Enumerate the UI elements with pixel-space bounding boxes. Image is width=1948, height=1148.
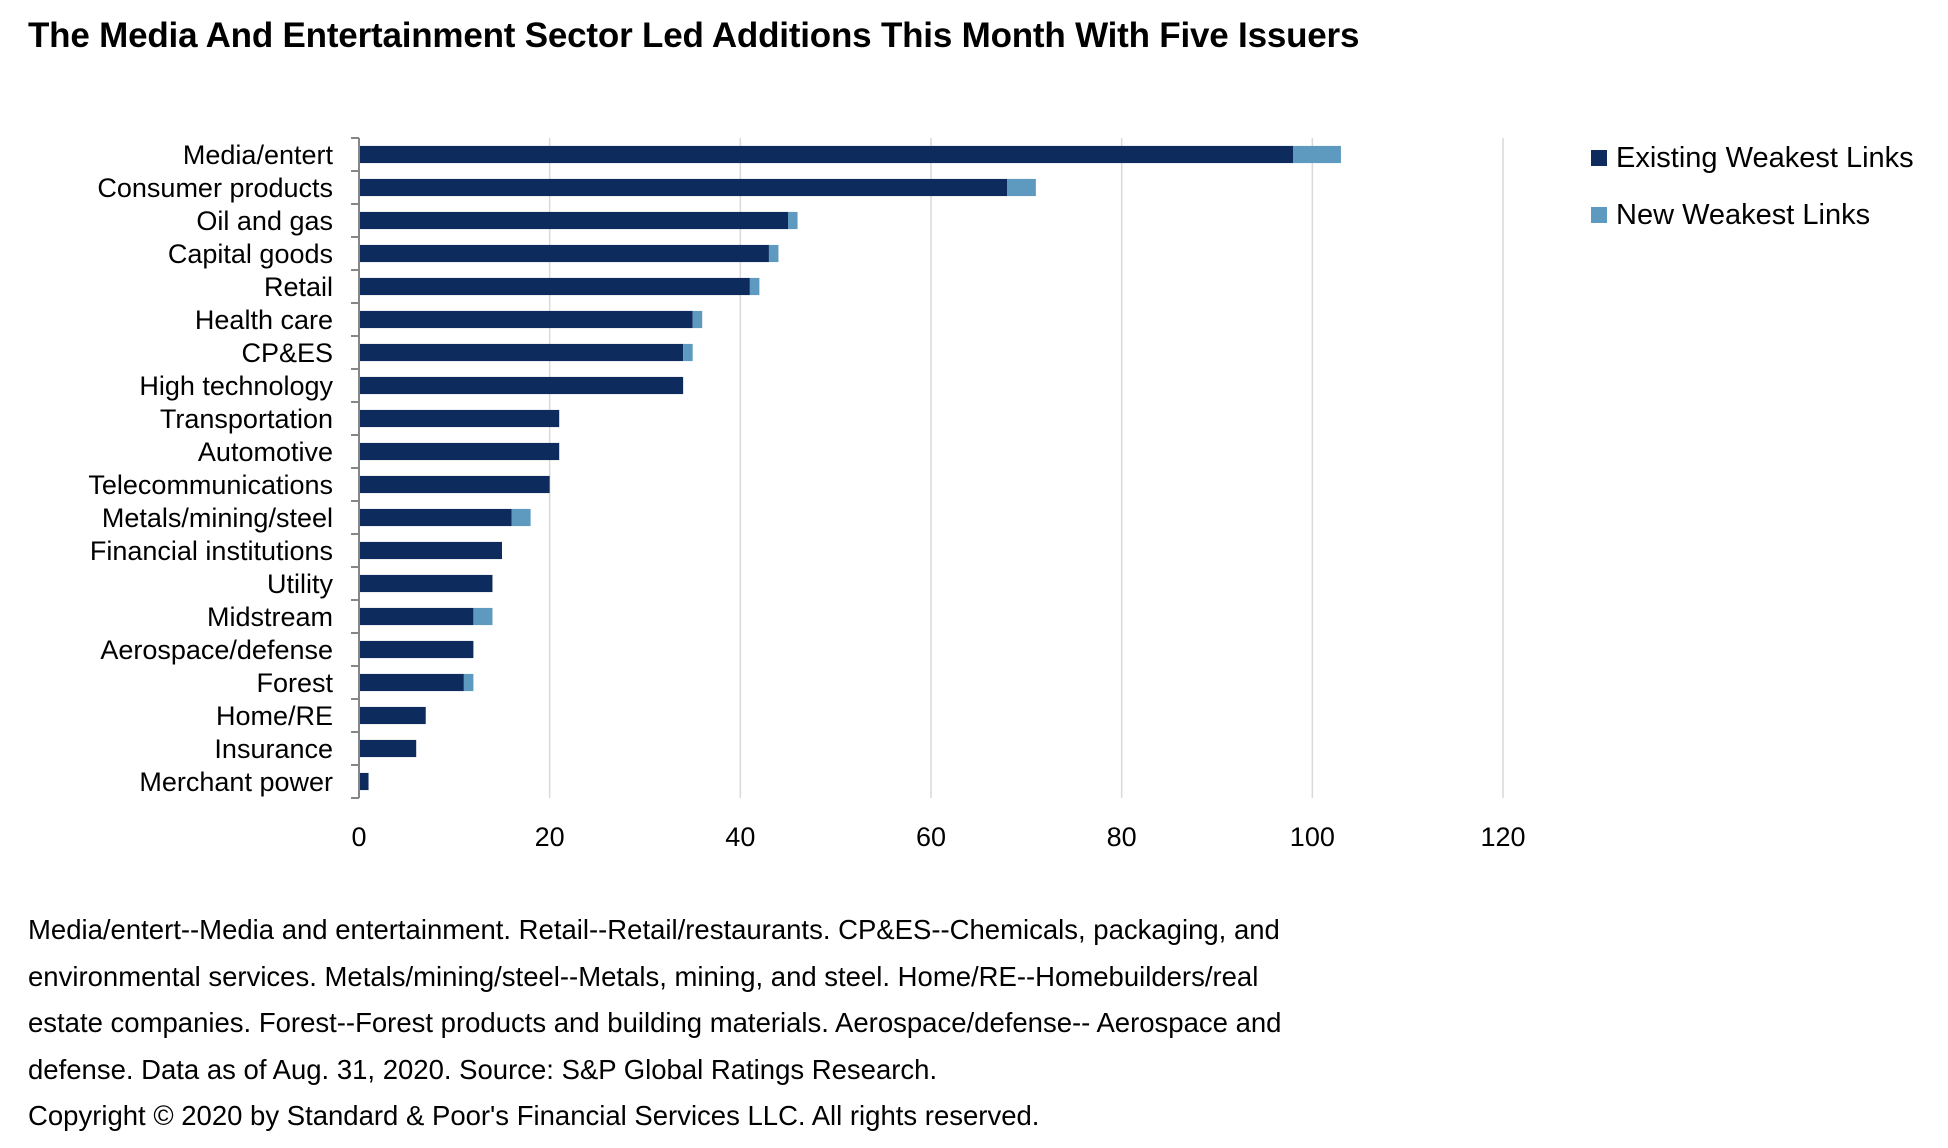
chart-title: The Media And Entertainment Sector Led A… bbox=[28, 16, 1360, 55]
bar-existing bbox=[359, 607, 474, 626]
bar-existing bbox=[359, 673, 464, 692]
bar-existing bbox=[359, 640, 474, 659]
bar-existing bbox=[359, 475, 550, 494]
footnote-line: environmental services. Metals/mining/st… bbox=[28, 960, 1259, 992]
bar-existing bbox=[359, 211, 788, 230]
x-tick-label: 80 bbox=[1107, 822, 1137, 852]
category-label: Metals/mining/steel bbox=[102, 503, 333, 533]
bar-existing bbox=[359, 574, 493, 593]
bar-existing bbox=[359, 442, 560, 461]
category-label: Utility bbox=[267, 569, 333, 599]
category-label: Oil and gas bbox=[196, 206, 333, 236]
legend: Existing Weakest Links New Weakest Links bbox=[1591, 141, 1914, 258]
bar-existing bbox=[359, 706, 426, 725]
footnote-line: defense. Data as of Aug. 31, 2020. Sourc… bbox=[28, 1053, 938, 1085]
category-label: CP&ES bbox=[241, 338, 333, 368]
bar-new bbox=[768, 244, 779, 263]
bar-existing bbox=[359, 541, 502, 560]
category-label: Capital goods bbox=[168, 239, 333, 269]
copyright-line: Copyright © 2020 by Standard & Poor's Fi… bbox=[28, 1100, 1040, 1131]
bar-existing bbox=[359, 409, 560, 428]
legend-swatch-new bbox=[1591, 207, 1607, 223]
category-label: Consumer products bbox=[97, 173, 333, 203]
category-label: Insurance bbox=[214, 734, 333, 764]
gridlines bbox=[548, 138, 1504, 798]
category-label: High technology bbox=[139, 371, 333, 401]
bar-new bbox=[511, 508, 531, 527]
y-axis bbox=[351, 137, 360, 799]
category-label: Transportation bbox=[160, 404, 333, 434]
bar-existing bbox=[359, 343, 684, 362]
x-tick-label: 20 bbox=[535, 822, 565, 852]
bars bbox=[359, 145, 1341, 791]
bar-existing bbox=[359, 244, 769, 263]
bar-new bbox=[692, 310, 703, 329]
bar-new bbox=[683, 343, 693, 362]
bar-existing bbox=[359, 277, 750, 296]
category-label: Midstream bbox=[207, 602, 333, 632]
footnote: Media/entert--Media and entertainment. R… bbox=[28, 907, 1508, 1140]
bar-new bbox=[463, 673, 474, 692]
bar-new bbox=[749, 277, 760, 296]
category-label: Financial institutions bbox=[90, 536, 333, 566]
category-label: Automotive bbox=[198, 437, 333, 467]
x-tick-label: 100 bbox=[1290, 822, 1335, 852]
bar-new bbox=[788, 211, 798, 230]
legend-item-new: New Weakest Links bbox=[1591, 198, 1914, 231]
category-label: Forest bbox=[256, 668, 333, 698]
bar-new bbox=[1007, 178, 1036, 197]
bar-existing bbox=[359, 508, 512, 527]
bar-new bbox=[1293, 145, 1341, 164]
x-tick-label: 0 bbox=[351, 822, 366, 852]
bar-existing bbox=[359, 772, 369, 791]
bar-existing bbox=[359, 178, 1008, 197]
footnote-line: Media/entert--Media and entertainment. R… bbox=[28, 914, 1280, 945]
category-label: Merchant power bbox=[139, 767, 333, 797]
legend-label-new: New Weakest Links bbox=[1616, 198, 1871, 231]
footnote-line: estate companies. Forest--Forest product… bbox=[28, 1007, 1282, 1038]
category-label: Health care bbox=[195, 305, 333, 335]
bar-new bbox=[473, 607, 493, 626]
legend-label-existing: Existing Weakest Links bbox=[1616, 141, 1914, 174]
bar-existing bbox=[359, 376, 684, 395]
x-tick-label: 60 bbox=[916, 822, 946, 852]
category-label: Media/entert bbox=[183, 140, 334, 170]
x-tick-labels: 0 20 40 60 80 100 120 bbox=[351, 822, 1525, 852]
bar-existing bbox=[359, 145, 1294, 164]
legend-item-existing: Existing Weakest Links bbox=[1591, 141, 1914, 174]
category-label: Retail bbox=[264, 272, 333, 302]
x-tick-label: 120 bbox=[1480, 822, 1525, 852]
category-label: Home/RE bbox=[216, 701, 333, 731]
category-label: Telecommunications bbox=[88, 470, 333, 500]
bar-existing bbox=[359, 310, 693, 329]
category-label: Aerospace/defense bbox=[100, 635, 333, 665]
legend-swatch-existing bbox=[1591, 150, 1607, 166]
x-tick-label: 40 bbox=[725, 822, 755, 852]
bar-existing bbox=[359, 739, 417, 758]
